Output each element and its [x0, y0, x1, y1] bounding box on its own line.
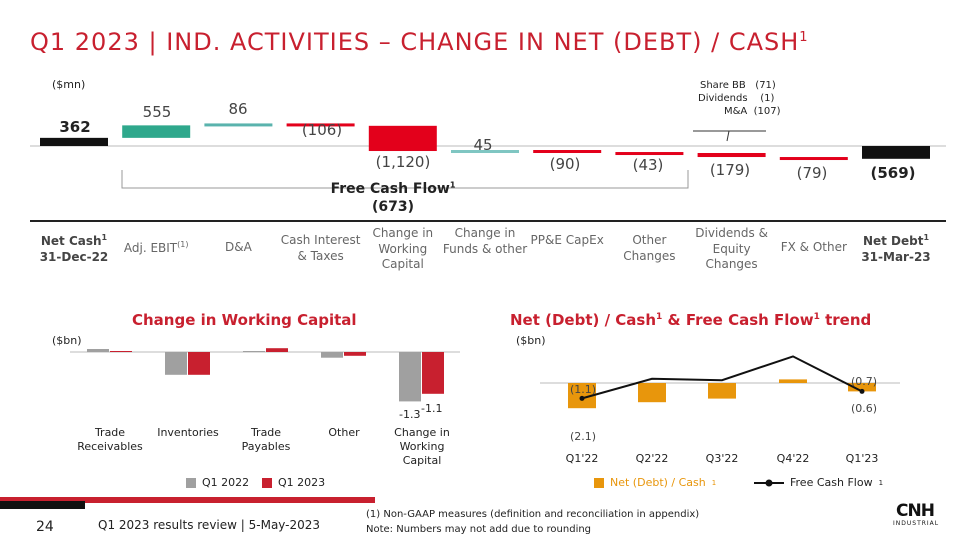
waterfall-bar-0 [40, 137, 108, 146]
annotation-tick [726, 130, 730, 142]
page-number: 24 [36, 519, 54, 535]
waterfall-bar-10 [862, 146, 930, 159]
page-title: Q1 2023 | IND. ACTIVITIES – CHANGE IN NE… [30, 28, 809, 56]
wc-bar-1-2 [266, 348, 288, 352]
annotation-share-bb: Share BB (71) [700, 80, 776, 91]
legend-line-icon [754, 479, 784, 486]
trend-unit: ($bn) [516, 334, 546, 347]
wc-bar-0-2 [243, 351, 265, 352]
wc-category-label-0: Trade Receivables [77, 426, 143, 453]
trend-fcf-point-4 [859, 388, 865, 394]
trend-bar-2 [708, 383, 736, 399]
trend-category-label-0: Q1'22 [565, 452, 599, 465]
working-capital-unit: ($bn) [52, 334, 82, 347]
waterfall-value-label-2: 86 [228, 100, 248, 118]
legend-q1-2023: Q1 2023 [262, 476, 325, 489]
trend-bar-3 [779, 379, 807, 383]
wc-bar-0-4 [399, 352, 421, 402]
free-cash-flow-label: Free Cash Flow1 (673) [330, 180, 456, 216]
waterfall-category-label-9: FX & Other [780, 240, 847, 254]
trend-category-label-2: Q3'22 [705, 452, 739, 465]
legend-swatch-q1-2023 [262, 477, 272, 488]
annotation-ma: M&A (107) [724, 106, 781, 117]
wc-label-q1-2022: -1.3 [399, 408, 420, 421]
legend-net-debt: Net (Debt) / Cash 1 [594, 476, 716, 489]
legend-swatch-q1-2022 [186, 477, 196, 488]
waterfall-bar-4 [368, 125, 437, 152]
wc-bar-1-0 [110, 351, 132, 352]
label-q1-23-fcf: (0.6) [850, 402, 878, 415]
waterfall-value-label-8: (179) [709, 161, 751, 179]
waterfall-bar-7 [615, 152, 684, 156]
wc-bar-0-3 [321, 352, 343, 358]
wc-bar-1-3 [344, 352, 366, 356]
trend-category-label-1: Q2'22 [635, 452, 669, 465]
working-capital-chart: -1.3 -1.1 [70, 348, 460, 421]
working-capital-title: Change in Working Capital [132, 311, 357, 329]
waterfall-category-label-10: Net Debt1 31-Mar-23 [861, 233, 931, 264]
wc-category-label-1: Inventories [157, 426, 219, 439]
legend-free-cash-flow: Free Cash Flow 1 [754, 476, 883, 489]
waterfall-value-label-5: 45 [473, 136, 493, 154]
wc-bar-0-1 [165, 352, 187, 375]
waterfall-category-label-5: Change in Funds & other [442, 226, 528, 256]
annotation-dividends: Dividends (1) [698, 93, 775, 104]
free-cash-flow-bracket [121, 170, 689, 189]
trend-title: Net (Debt) / Cash1 & Free Cash Flow1 tre… [510, 311, 872, 329]
footnote: (1) Non-GAAP measures (definition and re… [366, 509, 700, 520]
footer-text: Q1 2023 results review | 5-May-2023 [98, 518, 321, 532]
waterfall-bar-6 [533, 150, 602, 154]
trend-fcf-line [581, 355, 863, 400]
wc-category-label-4: Change in Working Capital [394, 426, 450, 467]
waterfall-category-label-1: Adj. EBIT(1) [123, 240, 189, 255]
trend-bar-1 [638, 383, 666, 403]
cnh-logo: CNH INDUSTRIAL [893, 501, 940, 528]
waterfall-category-label-2: D&A [224, 240, 252, 254]
wc-bar-1-4 [422, 352, 444, 394]
waterfall-value-label-7: (43) [632, 156, 664, 174]
waterfall-value-label-1: 555 [142, 103, 172, 121]
waterfall-category-label-0: Net Cash1 31-Dec-22 [39, 233, 109, 264]
trend-category-label-4: Q1'23 [845, 452, 879, 465]
wc-category-label-2: Trade Payables [241, 426, 291, 453]
trend-bar-4 [848, 383, 876, 392]
waterfall-value-label-10: (569) [870, 164, 916, 182]
rounding-note: Note: Numbers may not add due to roundin… [366, 524, 592, 535]
waterfall-category-label-8: Dividends & Equity Changes [695, 226, 768, 272]
waterfall-category-label-7: Other Changes [623, 233, 676, 263]
label-q1-22-fcf: (1.1) [569, 383, 597, 396]
trend-chart [540, 355, 900, 409]
trend-fcf-point-0 [579, 395, 585, 401]
waterfall-value-label-9: (79) [796, 164, 828, 182]
waterfall-category-label-4: Change in Working Capital [372, 226, 434, 272]
waterfall-value-label-6: (90) [549, 155, 581, 173]
label-q1-22-nd: (2.1) [569, 430, 597, 443]
waterfall-value-label-4: (1,120) [375, 153, 431, 171]
legend-q1-2022: Q1 2022 [186, 476, 249, 489]
waterfall-bar-1 [122, 125, 191, 138]
trend-category-label-3: Q4'22 [776, 452, 810, 465]
waterfall-bar-8 [697, 152, 766, 158]
wc-category-label-3: Other [328, 426, 360, 439]
waterfall-bar-9 [779, 157, 848, 161]
label-q1-23-nd: (0.7) [850, 375, 878, 388]
wc-label-q1-2023: -1.1 [421, 402, 442, 415]
waterfall-category-label-3: Cash Interest & Taxes [280, 233, 361, 263]
category-divider [30, 220, 946, 222]
waterfall-value-label-3: (106) [301, 121, 343, 139]
waterfall-category-label-6: PP&E CapEx [530, 233, 604, 247]
wc-bar-1-1 [188, 352, 210, 375]
footer-black-bar [0, 501, 85, 509]
footer-red-bar [0, 497, 375, 503]
wc-bar-0-0 [87, 349, 109, 352]
waterfall-bar-2 [204, 123, 273, 127]
waterfall-unit: ($mn) [52, 78, 86, 91]
waterfall-bar-3 [286, 123, 355, 127]
waterfall-chart [30, 123, 946, 189]
legend-swatch-net-debt [594, 477, 604, 488]
waterfall-value-label-0: 362 [59, 118, 91, 136]
waterfall-bar-5 [451, 150, 519, 154]
